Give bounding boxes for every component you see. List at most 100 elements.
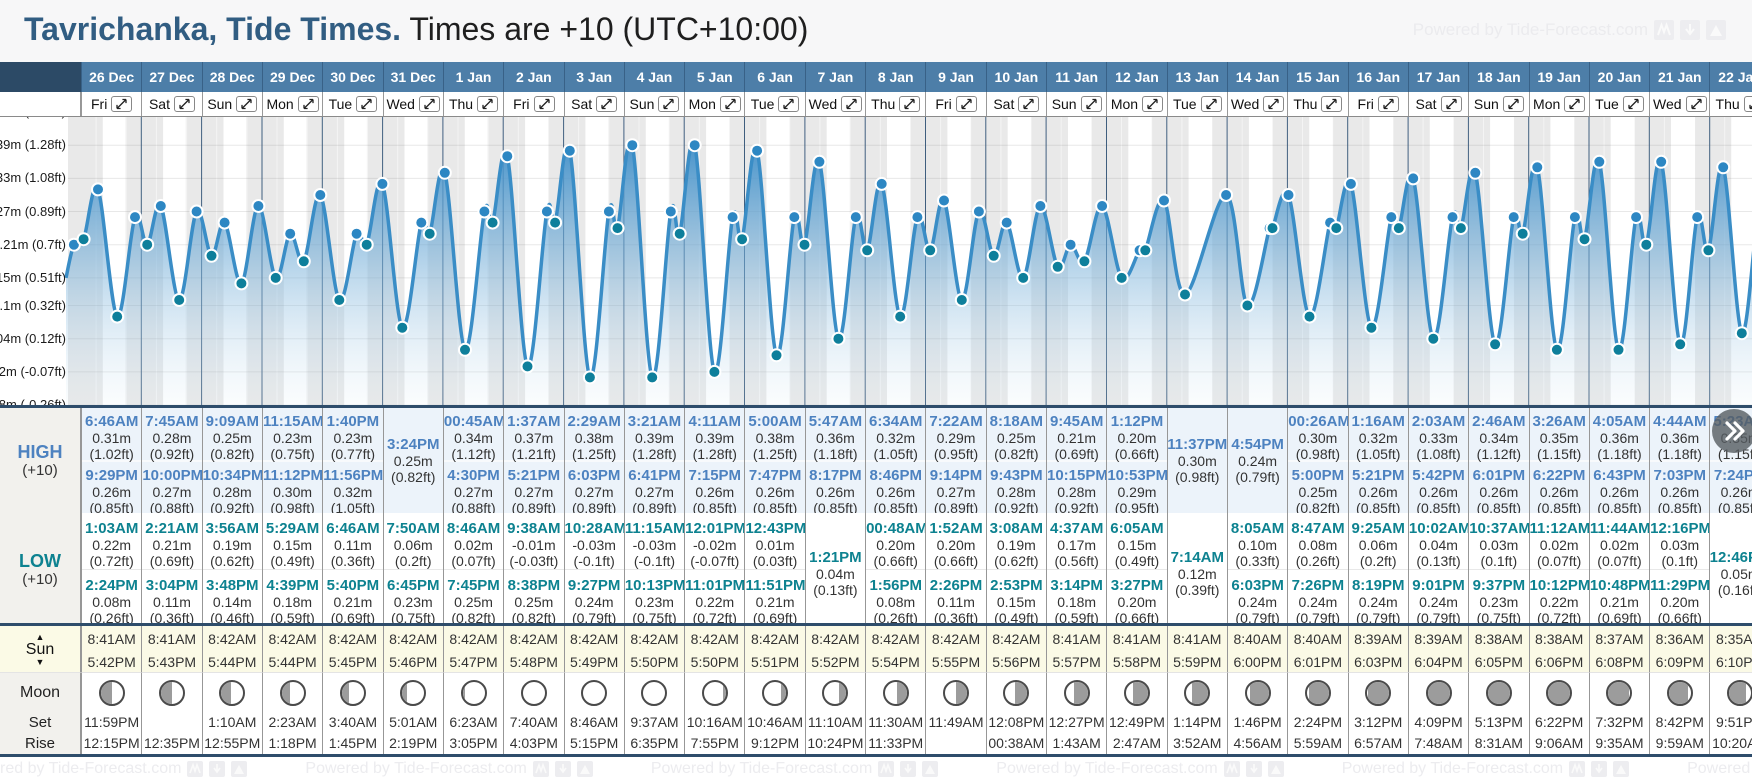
expand-day-button[interactable] — [778, 96, 800, 112]
next-page-button[interactable] — [1712, 409, 1752, 453]
expand-day-button[interactable] — [477, 96, 499, 112]
tide-entry: 11:37PM 0.30m (0.98ft) — [1168, 436, 1227, 485]
expand-day-button[interactable] — [418, 96, 440, 112]
watermark-item: Powered by Tide-Forecast.com — [0, 760, 248, 778]
expand-day-button[interactable] — [356, 96, 378, 112]
expand-day-button[interactable] — [297, 96, 319, 112]
timezone-note: Times are +10 (UTC+10:00) — [409, 11, 809, 47]
low-tide-cell: 9:38AM -0.01m (-0.03ft) 8:38PM 0.25m (0.82ft) — [503, 513, 564, 626]
moonset-time: 10:46AM — [747, 714, 804, 730]
tide-point-dot — [140, 237, 155, 252]
moonset-time: 6:23AM — [449, 714, 498, 730]
tide-height-ft: (0.85ft) — [752, 500, 798, 513]
date-header-cell: 3 Jan — [563, 62, 624, 92]
date-header-cell: 5 Jan — [684, 62, 744, 92]
expand-day-button[interactable] — [899, 96, 921, 112]
expand-icon — [1085, 98, 1097, 110]
page-title: Tavrichanka, Tide Times. Times are +10 (… — [24, 11, 808, 48]
expand-day-button[interactable] — [658, 96, 680, 112]
tide-height-m: 0.15m — [1117, 537, 1157, 553]
weekday-cell: Wed — [1226, 92, 1287, 116]
tide-height-ft: (0.66ft) — [1657, 610, 1702, 626]
moon-phase-icon — [460, 679, 487, 706]
tide-time: 12:01PM — [685, 520, 745, 537]
high-tide-cell: 4:05AM 0.36m (1.18ft) 6:43PM 0.26m (0.85ft) — [1588, 408, 1650, 513]
sunset-time: 6:06PM — [1535, 654, 1584, 670]
date-header-cell: 18 Jan — [1468, 62, 1528, 92]
tide-height-ft: (0.62ft) — [210, 553, 255, 569]
expand-day-button[interactable] — [1377, 96, 1399, 112]
moonset-row: Set 11:59PM 1:10AM 2:23AM 3:40AM 5:01AM 6:23A… — [0, 712, 1752, 733]
expand-day-button[interactable] — [1200, 96, 1222, 112]
weekday-row-label-stub — [0, 92, 81, 116]
expand-day-button[interactable] — [236, 96, 258, 112]
tide-time: 7:45PM — [447, 577, 500, 594]
tide-height-m: 0.25m — [996, 430, 1036, 446]
moon-label: Moon — [19, 683, 61, 701]
tide-time: 3:08AM — [989, 520, 1044, 537]
tide-time: 11:56PM — [323, 467, 383, 484]
wave-logo-icon — [187, 760, 204, 777]
tide-point-dot — [1114, 270, 1129, 285]
tide-height-m: 0.20m — [1117, 594, 1157, 610]
moonrise-time: 9:59AM — [1655, 735, 1704, 751]
sunset-time: 6:08PM — [1595, 654, 1644, 670]
arrow-down-icon — [1591, 760, 1608, 777]
tide-point-dot — [1716, 160, 1731, 175]
sunrise-time: 8:42AM — [690, 631, 739, 647]
tide-entry: 11:15AM 0.23m (0.75ft) — [263, 408, 322, 462]
tide-time: 4:39PM — [266, 577, 319, 594]
tide-time: 6:01PM — [1472, 467, 1526, 484]
tide-point-dot — [76, 232, 91, 247]
tide-time: 3:56AM — [205, 520, 259, 537]
tide-point-dot — [349, 226, 364, 241]
tide-entry: 11:12AM 0.02m (0.07ft) — [1530, 513, 1589, 569]
expand-day-button[interactable] — [1564, 96, 1586, 112]
tide-point-dot — [217, 215, 232, 230]
tide-time: 4:37AM — [1049, 520, 1104, 537]
expand-day-button[interactable] — [1685, 96, 1707, 112]
expand-day-button[interactable] — [1018, 96, 1040, 112]
weekday-cell: Sun — [201, 92, 262, 116]
tide-height-m: 0.37m — [514, 430, 554, 446]
sunrise-time: 8:38AM — [1474, 631, 1523, 647]
tide-height-m: 0.02m — [454, 537, 493, 553]
arrow-down-icon — [1245, 760, 1262, 777]
expand-day-button[interactable] — [1263, 96, 1285, 112]
weekday-cell: Tue — [744, 92, 804, 116]
expand-day-button[interactable] — [173, 96, 195, 112]
tide-time: 2:03AM — [1411, 413, 1466, 430]
tide-point-dot — [1157, 193, 1171, 208]
tide-entry: 3:21AM 0.39m (1.28ft) — [625, 408, 684, 462]
tide-height-ft: (0.77ft) — [330, 446, 376, 462]
expand-day-button[interactable] — [841, 96, 863, 112]
expand-day-button[interactable] — [1142, 96, 1164, 112]
y-axis-tick-label: 0.39m (1.28ft) — [0, 137, 66, 153]
moonrise-cell: 4:03PM — [503, 733, 564, 754]
expand-day-button[interactable] — [1743, 96, 1752, 112]
high-tide-cell: 4:54PM 0.24m (0.79ft) — [1226, 408, 1288, 513]
moonset-cell: 12:49PM — [1106, 712, 1167, 733]
expand-day-button[interactable] — [596, 96, 618, 112]
expand-day-button[interactable] — [719, 96, 741, 112]
expand-day-button[interactable] — [1440, 96, 1462, 112]
tide-time: 5:00PM — [1291, 467, 1345, 484]
moonrise-time: 5:59AM — [1293, 735, 1343, 751]
expand-day-button[interactable] — [533, 96, 555, 112]
expand-day-button[interactable] — [1502, 96, 1524, 112]
moon-phase-cell — [1226, 672, 1288, 712]
expand-day-button[interactable] — [1321, 96, 1343, 112]
tide-point-dot — [923, 243, 938, 258]
watermark-text: Powered by Tide-Forecast.com — [996, 759, 1218, 777]
tide-height-ft: (0.92ft) — [210, 500, 255, 513]
expand-day-button[interactable] — [1080, 96, 1102, 112]
expand-day-button[interactable] — [111, 96, 133, 112]
expand-day-button[interactable] — [1622, 96, 1644, 112]
moonset-cell: 2:24PM — [1287, 712, 1348, 733]
expand-day-button[interactable] — [955, 96, 977, 112]
sunset-time: 5:42PM — [87, 654, 136, 670]
watermark-item: Powered by Tide-Forecast.com — [1687, 760, 1752, 778]
